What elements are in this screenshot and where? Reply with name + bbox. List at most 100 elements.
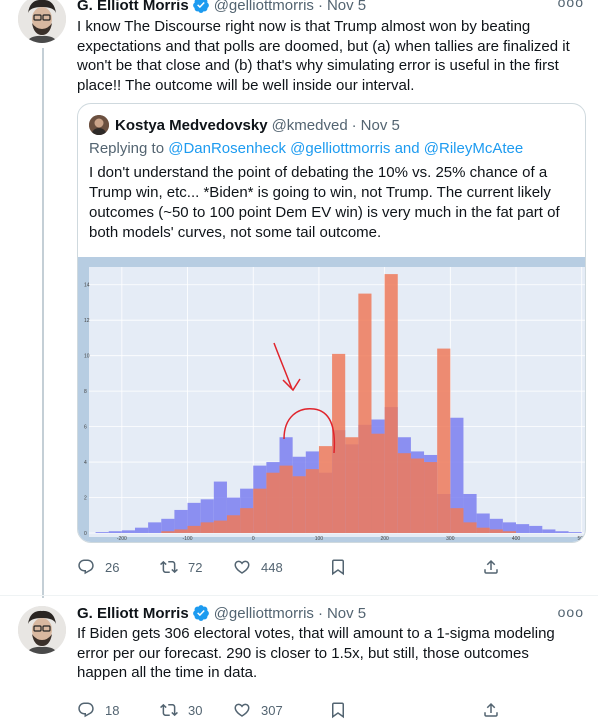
y-tick-label: 10 [84, 354, 90, 360]
histogram-bar-blue [516, 524, 530, 533]
retweet-count: 30 [188, 702, 203, 718]
tweet-header: G. Elliott Morris @gelliottmorris · Nov … [77, 0, 366, 15]
histogram-bar-red [187, 525, 201, 533]
verified-badge-icon [192, 0, 210, 14]
histogram-bar-blue [568, 532, 582, 533]
y-tick-label: 4 [84, 460, 87, 466]
x-tick-label: 500 [578, 536, 586, 542]
quoted-author-handle: @kmedved [271, 116, 348, 134]
tweet-actions: 26 72 448 [77, 557, 517, 577]
like-button[interactable]: 307 [233, 701, 283, 719]
histogram-bar-blue [542, 529, 556, 533]
like-button[interactable]: 448 [233, 558, 283, 576]
histogram-bar-red [371, 433, 385, 533]
histogram-bar-red [424, 462, 438, 533]
histogram-bar-red [292, 476, 306, 533]
x-tick-label: 400 [512, 536, 521, 542]
histogram-bar-red [397, 453, 411, 533]
retweet-icon [160, 560, 178, 574]
histogram-bar-red [358, 293, 372, 533]
tweet-header: G. Elliott Morris @gelliottmorris · Nov … [77, 603, 366, 623]
quoted-tweet[interactable]: Kostya Medvedovsky @kmedved · Nov 5 Repl… [77, 103, 586, 543]
y-tick-label: 14 [84, 283, 90, 289]
author-avatar[interactable] [18, 0, 66, 43]
share-button[interactable] [482, 701, 500, 719]
tweet[interactable]: G. Elliott Morris @gelliottmorris · Nov … [0, 596, 598, 726]
separator-dot: · [351, 116, 357, 134]
histogram-bar-blue [174, 509, 188, 533]
tweet-text: I know The Discourse right now is that T… [77, 18, 570, 94]
annotation-arrow-head [282, 378, 301, 392]
histogram-bar-blue [450, 417, 464, 533]
reply-count: 18 [105, 702, 120, 718]
y-tick-label: 8 [84, 389, 87, 395]
author-name[interactable]: G. Elliott Morris [77, 0, 189, 14]
thread-connector-line [42, 48, 44, 598]
histogram-bar-red [384, 274, 398, 533]
retweet-button[interactable]: 30 [160, 701, 202, 719]
histogram-bar-red [305, 469, 319, 533]
tweet-timestamp[interactable]: Nov 5 [326, 604, 367, 622]
retweet-button[interactable]: 72 [160, 558, 202, 576]
x-tick-label: -100 [183, 536, 193, 542]
histogram-bar-red [240, 508, 254, 533]
histogram-bar-red [174, 529, 188, 533]
histogram-bar-blue [95, 532, 109, 533]
tweet-text: If Biden gets 306 electoral votes, that … [77, 625, 555, 681]
histogram-bar-blue [187, 502, 201, 533]
histogram-bar-red [345, 437, 359, 533]
tweet-divider [0, 595, 598, 596]
histogram-bar-red [279, 465, 293, 533]
histogram-bar-red [161, 531, 175, 533]
histogram-chart: 0 2 4 6 8 10 12 14 -200 -100 0 100 200 300 400 500 [84, 267, 586, 542]
histogram-bar-blue [161, 518, 175, 533]
histogram-bar-red [410, 458, 425, 533]
quoted-author-avatar[interactable] [89, 115, 109, 135]
author-handle[interactable]: @gelliottmorris [213, 604, 314, 622]
tweet[interactable]: G. Elliott Morris @gelliottmorris · Nov … [0, 0, 598, 598]
retweet-count: 72 [188, 559, 203, 575]
verified-badge-icon [192, 604, 210, 622]
bookmark-icon [332, 702, 344, 719]
share-icon [484, 559, 498, 574]
histogram-bar-red [332, 353, 346, 533]
reply-icon [78, 559, 94, 575]
tweet-timestamp[interactable]: Nov 5 [326, 0, 367, 14]
bookmark-button[interactable] [329, 558, 347, 576]
histogram-bar-blue [529, 525, 543, 533]
replying-to-prefix: Replying to [89, 140, 165, 157]
bookmark-button[interactable] [329, 701, 347, 719]
reply-button[interactable]: 26 [77, 558, 119, 576]
reply-button[interactable]: 18 [77, 701, 119, 719]
histogram-bar-red [318, 446, 333, 533]
quoted-tweet-timestamp: Nov 5 [360, 116, 400, 134]
author-avatar[interactable] [18, 606, 66, 654]
histogram-bar-blue [555, 531, 569, 533]
histogram-bar-blue [134, 527, 149, 533]
histogram-bar-red [437, 348, 451, 533]
histogram-bar-red [476, 527, 490, 533]
author-handle[interactable]: @gelliottmorris [213, 0, 314, 14]
histogram-bar-blue [121, 530, 135, 533]
like-count: 448 [261, 559, 283, 575]
more-options-icon[interactable]: ooo [557, 604, 584, 620]
tweet-actions: 18 30 307 [77, 700, 517, 720]
author-name[interactable]: G. Elliott Morris [77, 604, 189, 622]
separator-dot: · [317, 604, 323, 622]
more-options-icon[interactable]: ooo [557, 0, 584, 10]
share-button[interactable] [482, 558, 500, 576]
quoted-tweet-text: I don't understand the point of debating… [89, 164, 560, 241]
hand-drawn-annotation [273, 342, 336, 454]
replying-to-line: Replying to @DanRosenheck @gelliottmorri… [89, 140, 523, 157]
quoted-tweet-image[interactable]: 0 2 4 6 8 10 12 14 -200 -100 0 100 200 300 400 500 [78, 257, 586, 542]
x-tick-label: 100 [315, 536, 324, 542]
replying-to-handles[interactable]: @DanRosenheck @gelliottmorris and @Riley… [168, 140, 524, 157]
x-tick-label: -200 [117, 536, 127, 542]
share-icon [484, 702, 498, 717]
histogram-bar-red [463, 522, 477, 533]
histogram-bar-blue [148, 522, 162, 533]
x-tick-label: 300 [446, 536, 455, 542]
histogram-bar-red [450, 508, 464, 533]
y-tick-label: 6 [84, 425, 87, 431]
annotation-arrow-line [273, 342, 293, 390]
